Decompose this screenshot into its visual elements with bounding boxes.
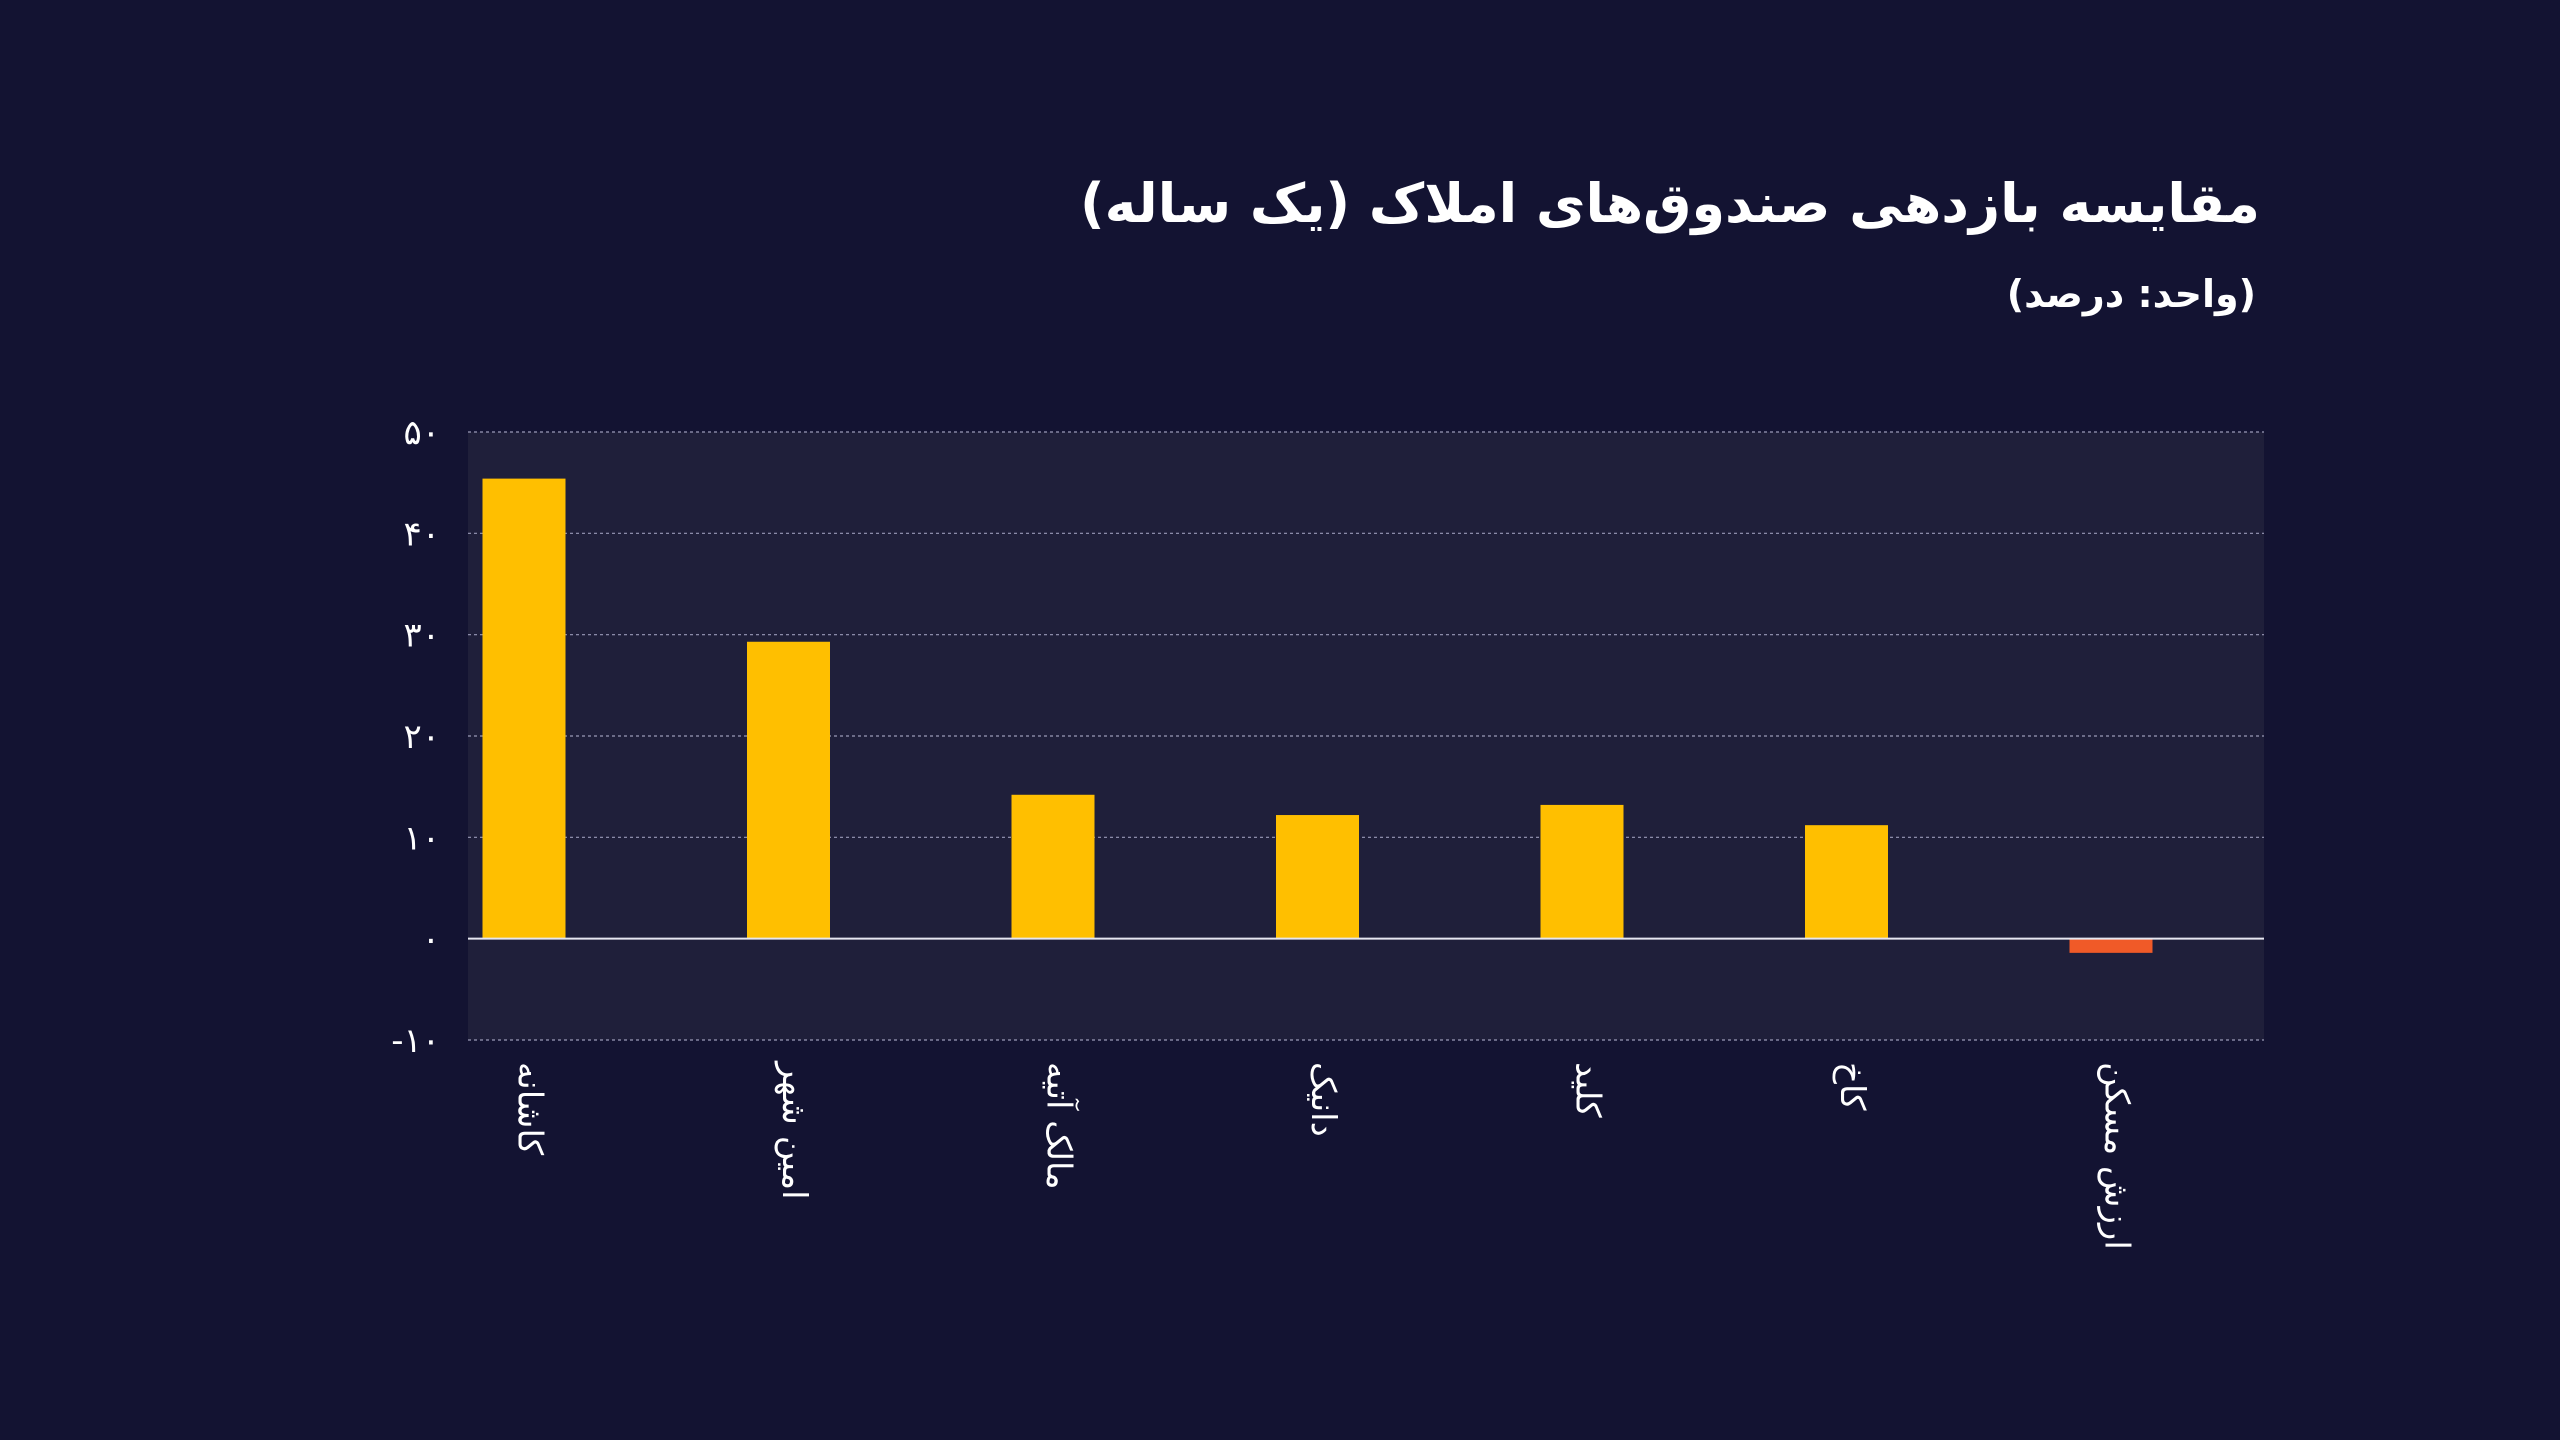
x-tick-label: کاخ: [1832, 1062, 1872, 1111]
bar: [1276, 815, 1359, 939]
x-tick-label: دانیک: [1303, 1062, 1343, 1137]
y-tick-label: -۱۰: [391, 1021, 440, 1061]
y-tick-label: ۴۰: [403, 514, 440, 554]
x-tick-label: مالک آتیه: [1039, 1062, 1080, 1190]
y-tick-label: ۰: [422, 920, 440, 960]
x-tick-label: ارزش مسکن: [2097, 1062, 2137, 1250]
chart-subtitle: (واحد: درصد): [2006, 272, 2256, 316]
x-tick-label: امین شهر: [774, 1060, 814, 1200]
bar: [2069, 938, 2153, 953]
y-tick-label: ۲۰: [403, 717, 440, 757]
bar: [1540, 804, 1624, 939]
bar: [1011, 794, 1095, 939]
bar: [1805, 825, 1888, 939]
y-tick-label: ۳۰: [403, 616, 440, 656]
chart-title: مقایسه بازدهی صندوق‌های املاک (یک ساله): [1079, 172, 2260, 235]
x-tick-label: کلید: [1568, 1062, 1608, 1118]
bar: [747, 641, 830, 939]
x-tick-label: کاشانه: [510, 1062, 550, 1156]
y-tick-label: ۱۰: [403, 818, 440, 858]
y-tick-label: ۵۰: [403, 413, 440, 453]
bar: [482, 478, 566, 939]
